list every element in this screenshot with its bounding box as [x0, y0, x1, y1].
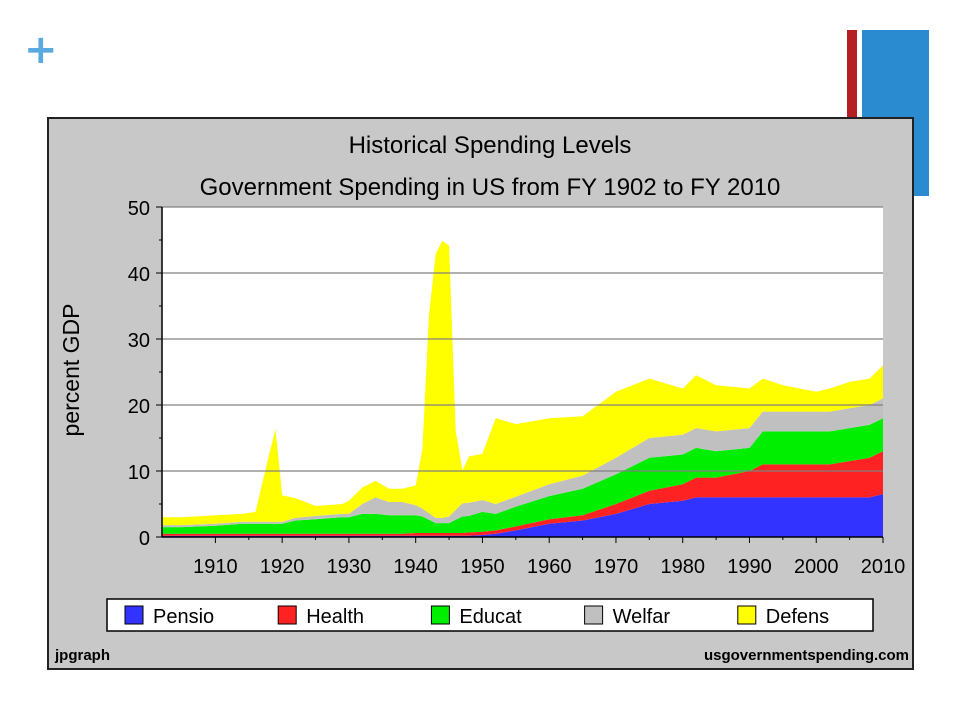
area-series-educat [162, 418, 883, 534]
legend-swatch-welfar [584, 605, 604, 625]
legend-swatch-pensio [124, 605, 144, 625]
spending-chart: Historical Spending Levels Government Sp… [54, 132, 909, 664]
chart-subtitle: Government Spending in US from FY 1902 t… [200, 174, 781, 201]
x-tick-label: 1970 [594, 556, 639, 578]
x-tick-label: 1960 [527, 556, 572, 578]
chart-title: Historical Spending Levels [349, 132, 632, 159]
y-tick-label: 20 [128, 396, 150, 418]
x-tick-label: 1920 [260, 556, 305, 578]
x-tick-label: 1950 [460, 556, 505, 578]
footer-right: usgovernmentspending.com [704, 647, 909, 664]
chart-panel: Historical Spending Levels Government Sp… [47, 117, 914, 670]
gridlines [162, 206, 883, 472]
x-tick-label: 1980 [660, 556, 705, 578]
add-icon: + [24, 27, 58, 73]
legend-label: Health [306, 606, 364, 628]
legend-label: Pensio [153, 606, 214, 628]
footer-left: jpgraph [54, 647, 110, 664]
x-axis: 1910 1920 1930 1940 1950 1960 1970 1980 1990 2000… [162, 536, 906, 578]
x-tick-label: 2000 [794, 556, 839, 578]
x-tick-label: 2010 [861, 556, 906, 578]
x-tick-label: 1910 [193, 556, 238, 578]
area-layers [162, 240, 883, 537]
x-tick-label: 1940 [393, 556, 438, 578]
area-series-defens [162, 240, 883, 526]
y-tick-label: 10 [128, 462, 150, 484]
y-axis: 0 10 20 30 40 50 [128, 198, 163, 550]
y-axis-label: percent GDP [58, 304, 84, 437]
y-tick-label: 30 [128, 330, 150, 352]
area-series-pensio [162, 494, 883, 537]
y-tick-label: 40 [128, 264, 150, 286]
legend-swatch-educat [430, 605, 450, 625]
area-series-welfar [162, 398, 883, 528]
legend-label: Educat [459, 606, 522, 628]
area-series-health [162, 451, 883, 536]
legend-swatch-health [277, 605, 297, 625]
legend-label: Welfar [613, 606, 671, 628]
x-tick-label: 1930 [327, 556, 372, 578]
y-tick-label: 50 [128, 198, 150, 220]
y-tick-label: 0 [139, 528, 150, 550]
legend-swatch-defens [737, 605, 757, 625]
legend: Pensio Health Educat Welfar Defens [124, 605, 829, 628]
x-tick-label: 1990 [727, 556, 772, 578]
legend-label: Defens [766, 606, 829, 628]
decorative-red-bar [847, 30, 857, 155]
